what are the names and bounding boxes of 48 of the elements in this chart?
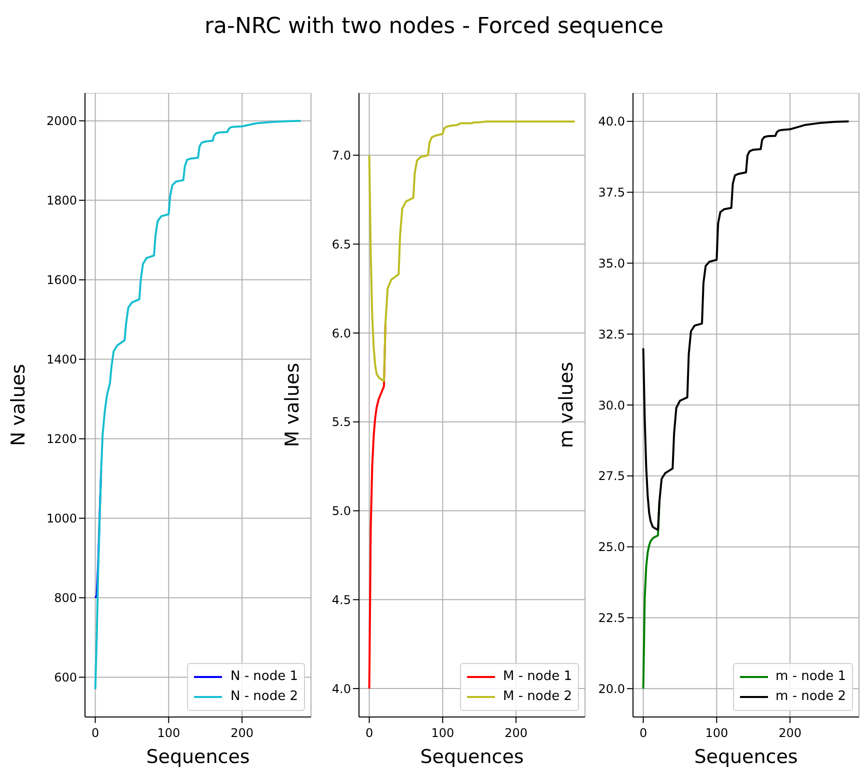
line-series — [94, 120, 302, 690]
y-tick-label: 7.0 — [332, 148, 351, 162]
x-tick-label: 100 — [431, 726, 454, 740]
x-axis-title: Sequences — [146, 746, 250, 768]
x-tick-label: 200 — [504, 726, 528, 740]
y-tick-label: 2000 — [46, 114, 77, 128]
y-axis-title: m values — [556, 362, 578, 448]
y-tick-label: 1200 — [46, 432, 77, 446]
y-tick-label: 37.5 — [598, 186, 625, 200]
y-tick-label: 4.0 — [332, 682, 351, 696]
y-tick-label: 25.0 — [598, 540, 625, 554]
y-tick-label: 5.5 — [332, 415, 351, 430]
legend-label: N - node 1 — [230, 668, 298, 686]
x-tick-label: 200 — [230, 726, 254, 740]
y-axis-title: N values — [8, 364, 30, 446]
x-tick-label: 100 — [157, 726, 180, 740]
y-tick-label: 1600 — [46, 273, 77, 288]
text: ra-NRC with two nodes - Forced sequence — [204, 14, 664, 39]
legend-label: m - node 1 — [776, 668, 846, 686]
line-series — [642, 120, 850, 531]
legend-label: M - node 1 — [502, 668, 572, 686]
x-axis-title: Sequences — [420, 746, 524, 768]
y-tick-label: 600 — [54, 670, 77, 685]
y-tick-label: 22.5 — [598, 610, 625, 625]
y-tick-label: 1000 — [46, 512, 77, 526]
y-tick-label: 35.0 — [598, 256, 625, 270]
x-tick-label: 100 — [705, 726, 728, 740]
y-tick-label: 27.5 — [598, 469, 625, 484]
y-tick-label: 6.0 — [332, 326, 351, 340]
y-tick-label: 1800 — [46, 194, 77, 208]
x-tick-label: 0 — [639, 726, 648, 740]
y-axis-title: M values — [282, 362, 304, 448]
legend-label: m - node 2 — [776, 688, 846, 706]
y-tick-label: 32.5 — [598, 327, 625, 342]
x-tick-label: 0 — [365, 726, 374, 740]
x-tick-label: 200 — [778, 726, 802, 740]
y-tick-label: 5.0 — [332, 504, 351, 518]
x-tick-label: 0 — [91, 726, 100, 740]
y-tick-label: 6.5 — [332, 237, 351, 252]
legend-label: N - node 2 — [230, 688, 298, 706]
x-axis-title: Sequences — [694, 746, 798, 768]
y-tick-label: 4.5 — [332, 592, 351, 607]
y-tick-label: 30.0 — [598, 398, 625, 412]
y-tick-label: 40.0 — [598, 114, 625, 129]
y-tick-label: 1400 — [46, 352, 77, 367]
legend-label: M - node 2 — [502, 688, 572, 706]
y-tick-label: 800 — [54, 591, 77, 606]
y-tick-label: 20.0 — [598, 682, 625, 696]
